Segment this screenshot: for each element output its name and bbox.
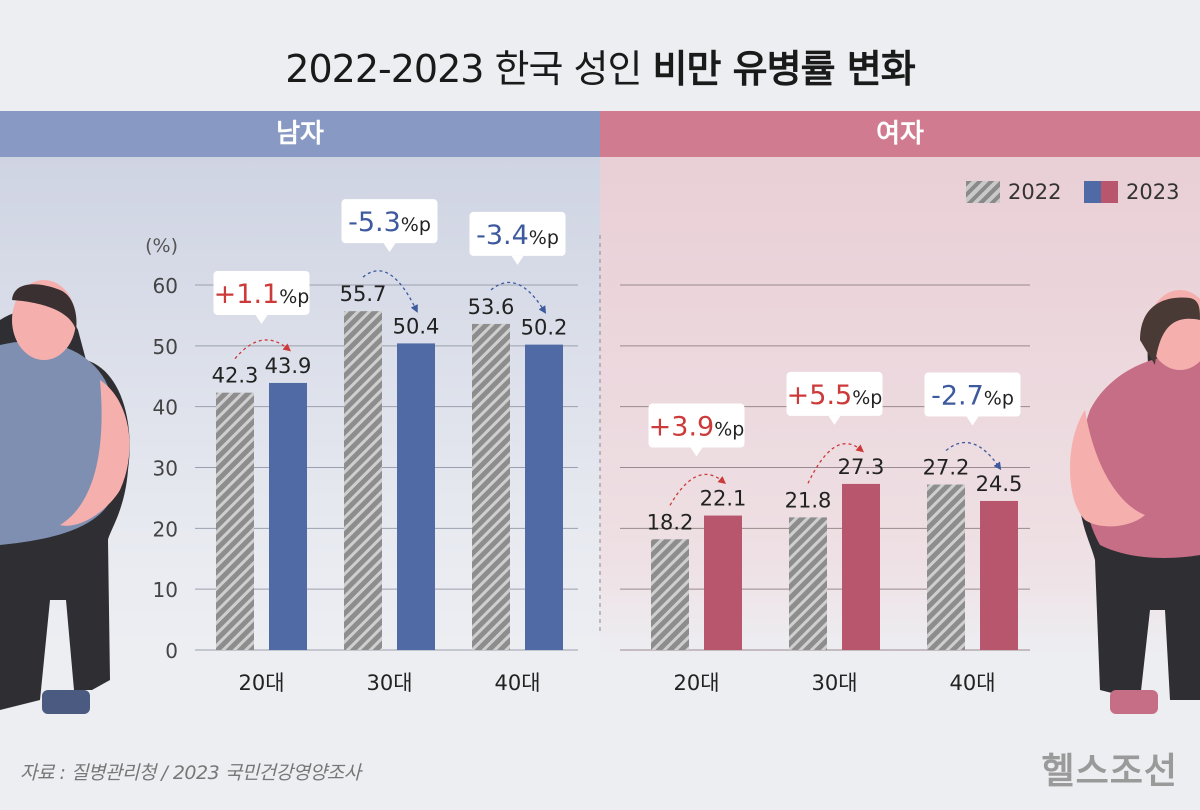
change-label: +5.5%p [787,380,883,411]
woman-illustration [1070,290,1200,714]
bar-2023 [525,344,563,650]
source-note: 자료 : 질병관리청 / 2023 국민건강영양조사 [20,762,361,784]
x-category-label: 20대 [238,671,284,695]
data-label-2023: 50.2 [521,316,568,340]
change-arrow [234,339,292,360]
data-label-2022: 21.8 [785,488,832,512]
change-label: +3.9%p [649,412,745,443]
y-tick-label: 50 [153,335,178,359]
change-callout-box [213,270,310,315]
data-label-2023: 43.9 [265,354,312,378]
women-panel-header: 여자 [600,111,1200,157]
change-callout-pointer [511,255,524,265]
men-panel-header: 남자 [0,111,600,157]
change-callout-box [469,211,566,256]
x-category-label: 30대 [811,671,857,695]
change-arrow [669,473,727,506]
y-tick-label: 20 [153,517,178,541]
bar-2022 [927,484,965,650]
bar-2022 [344,311,382,650]
y-tick-label: 30 [153,457,178,481]
data-label-2022: 42.3 [212,364,259,388]
man-illustration [0,280,130,714]
data-label-2023: 22.1 [700,487,747,511]
bar-2023 [704,515,742,650]
change-callout-pointer [828,415,841,425]
change-callout-pointer [690,447,703,457]
data-label-2023: 50.4 [393,314,440,338]
y-tick-label: 10 [153,578,178,602]
x-category-label: 20대 [673,671,719,695]
brand-logo-text: 헬스조선 [1041,751,1178,792]
legend-2023: 2023 [1084,180,1179,204]
change-callout-pointer [966,416,979,426]
legend-swatch-2022 [966,181,1000,203]
change-label: +1.1%p [214,279,310,310]
chart-title: 2022-2023 한국 성인 비만 유병률 변화 [0,38,1200,93]
title-normal: 2022-2023 한국 성인 [285,47,642,91]
legend-2022: 2022 [966,180,1061,204]
change-callout-box [648,403,745,448]
legend-label-2022: 2022 [1008,180,1062,204]
y-tick-label: 40 [153,396,178,420]
bar-2022 [651,539,689,650]
bar-2022 [789,517,827,650]
y-axis-unit-label: (%) [145,235,178,257]
data-label-2022: 53.6 [468,295,515,319]
change-arrow [362,270,418,313]
legend-label-2023: 2023 [1126,180,1180,204]
change-label: -5.3%p [348,207,431,238]
title-bold: 비만 유병률 변화 [652,47,916,91]
data-label-2022: 18.2 [647,510,694,534]
bar-2023 [269,382,307,650]
x-category-label: 30대 [366,671,412,695]
data-label-2022: 55.7 [340,282,387,306]
change-label: -2.7%p [931,381,1014,412]
change-arrow [945,441,1002,471]
data-label-2023: 27.3 [838,455,885,479]
change-arrow [807,443,865,484]
change-callout-box [341,199,438,244]
bar-2022 [216,392,254,650]
change-callout-box [786,371,883,416]
data-label-2023: 24.5 [976,472,1023,496]
bar-2023 [842,483,880,650]
change-label: -3.4%p [476,220,559,251]
data-label-2022: 27.2 [923,456,970,480]
bar-2023 [397,343,435,650]
legend-swatch-2023 [1084,181,1118,203]
x-category-label: 40대 [949,671,995,695]
change-callout-pointer [255,314,268,324]
change-callout-pointer [383,243,396,253]
x-category-label: 40대 [494,671,540,695]
y-tick-label: 0 [165,639,178,663]
bar-2023 [980,500,1018,650]
bar-2022 [472,323,510,650]
change-callout-box [924,372,1021,417]
y-tick-label: 60 [153,274,178,298]
